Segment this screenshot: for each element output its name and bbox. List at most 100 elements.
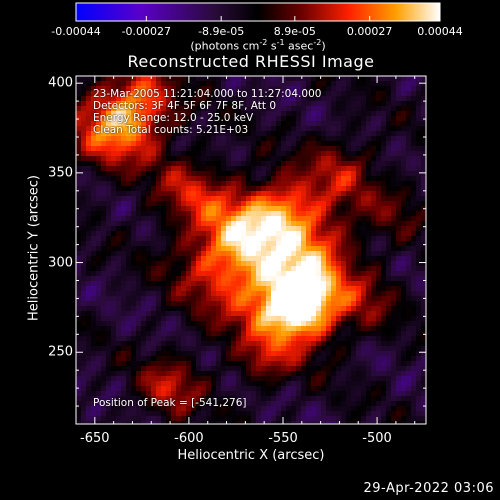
heatmap-cell	[366, 131, 371, 136]
heatmap-cell	[106, 181, 111, 186]
heatmap-cell	[221, 391, 226, 396]
heatmap-cell	[246, 366, 251, 371]
heatmap-cell	[351, 276, 356, 281]
heatmap-cell	[181, 286, 186, 291]
heatmap-cell	[301, 336, 306, 341]
heatmap-cell	[96, 166, 101, 171]
heatmap-cell	[401, 91, 406, 96]
heatmap-cell	[296, 361, 301, 366]
heatmap-cell	[306, 361, 311, 366]
heatmap-cell	[311, 411, 316, 416]
heatmap-cell	[81, 271, 86, 276]
heatmap-cell	[411, 406, 416, 411]
heatmap-cell	[356, 231, 361, 236]
heatmap-cell	[146, 411, 151, 416]
heatmap-cell	[301, 86, 306, 91]
heatmap-cell	[391, 321, 396, 326]
heatmap-cell	[171, 251, 176, 256]
heatmap-cell	[331, 121, 336, 126]
heatmap-cell	[316, 366, 321, 371]
heatmap-cell	[196, 161, 201, 166]
heatmap-cell	[356, 361, 361, 366]
heatmap-cell	[286, 181, 291, 186]
heatmap-cell	[96, 256, 101, 261]
heatmap-cell	[271, 416, 276, 421]
heatmap-cell	[341, 96, 346, 101]
heatmap-cell	[401, 181, 406, 186]
heatmap-cell	[356, 176, 361, 181]
heatmap-cell	[251, 326, 256, 331]
heatmap-cell	[291, 301, 296, 306]
heatmap-cell	[211, 91, 216, 96]
heatmap-cell	[141, 326, 146, 331]
heatmap-cell	[366, 316, 371, 321]
heatmap-cell	[176, 176, 181, 181]
heatmap-cell	[96, 191, 101, 196]
heatmap-cell	[106, 276, 111, 281]
heatmap-cell	[416, 421, 421, 424]
heatmap-cell	[286, 396, 291, 401]
heatmap-cell	[416, 141, 421, 146]
heatmap-cell	[401, 101, 406, 106]
heatmap-cell	[136, 416, 141, 421]
heatmap-cell	[421, 111, 426, 116]
heatmap-cell	[186, 146, 191, 151]
heatmap-cell	[206, 311, 211, 316]
heatmap-cell	[216, 81, 221, 86]
heatmap-cell	[421, 291, 426, 296]
heatmap-cell	[351, 306, 356, 311]
heatmap-cell	[201, 281, 206, 286]
heatmap-cell	[116, 266, 121, 271]
heatmap-cell	[301, 411, 306, 416]
heatmap-cell	[101, 366, 106, 371]
heatmap-cell	[281, 116, 286, 121]
heatmap-cell	[126, 236, 131, 241]
heatmap-cell	[246, 101, 251, 106]
heatmap-cell	[306, 241, 311, 246]
heatmap-cell	[171, 211, 176, 216]
heatmap-cell	[136, 381, 141, 386]
heatmap-cell	[266, 336, 271, 341]
heatmap-cell	[131, 246, 136, 251]
heatmap-cell	[346, 316, 351, 321]
heatmap-cell	[256, 136, 261, 141]
heatmap-cell	[336, 406, 341, 411]
heatmap-cell	[186, 256, 191, 261]
heatmap-cell	[216, 416, 221, 421]
heatmap-cell	[201, 401, 206, 406]
heatmap-cell	[101, 361, 106, 366]
heatmap-cell	[101, 221, 106, 226]
heatmap-cell	[231, 191, 236, 196]
heatmap-cell	[351, 236, 356, 241]
heatmap-cell	[266, 186, 271, 191]
heatmap-cell	[306, 86, 311, 91]
heatmap-cell	[361, 196, 366, 201]
heatmap-cell	[341, 241, 346, 246]
heatmap-cell	[376, 326, 381, 331]
heatmap-cell	[271, 276, 276, 281]
heatmap-cell	[311, 286, 316, 291]
heatmap-cell	[411, 326, 416, 331]
heatmap-cell	[186, 341, 191, 346]
heatmap-cell	[371, 266, 376, 271]
heatmap-cell	[341, 296, 346, 301]
heatmap-cell	[276, 211, 281, 216]
heatmap-cell	[376, 331, 381, 336]
heatmap-cell	[186, 371, 191, 376]
heatmap-cell	[121, 296, 126, 301]
heatmap-cell	[401, 316, 406, 321]
heatmap-cell	[246, 396, 251, 401]
heatmap-cell	[101, 391, 106, 396]
heatmap-cell	[416, 116, 421, 121]
heatmap-cell	[256, 306, 261, 311]
heatmap-cell	[216, 86, 221, 91]
heatmap-cell	[241, 271, 246, 276]
heatmap-cell	[261, 226, 266, 231]
heatmap-cell	[186, 336, 191, 341]
heatmap-cell	[376, 406, 381, 411]
heatmap-cell	[181, 101, 186, 106]
heatmap-cell	[151, 161, 156, 166]
heatmap-cell	[316, 406, 321, 411]
heatmap-cell	[321, 76, 326, 81]
heatmap-cell	[391, 401, 396, 406]
